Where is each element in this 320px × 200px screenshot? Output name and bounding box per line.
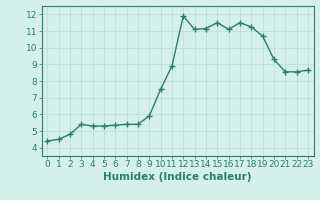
X-axis label: Humidex (Indice chaleur): Humidex (Indice chaleur) bbox=[103, 172, 252, 182]
